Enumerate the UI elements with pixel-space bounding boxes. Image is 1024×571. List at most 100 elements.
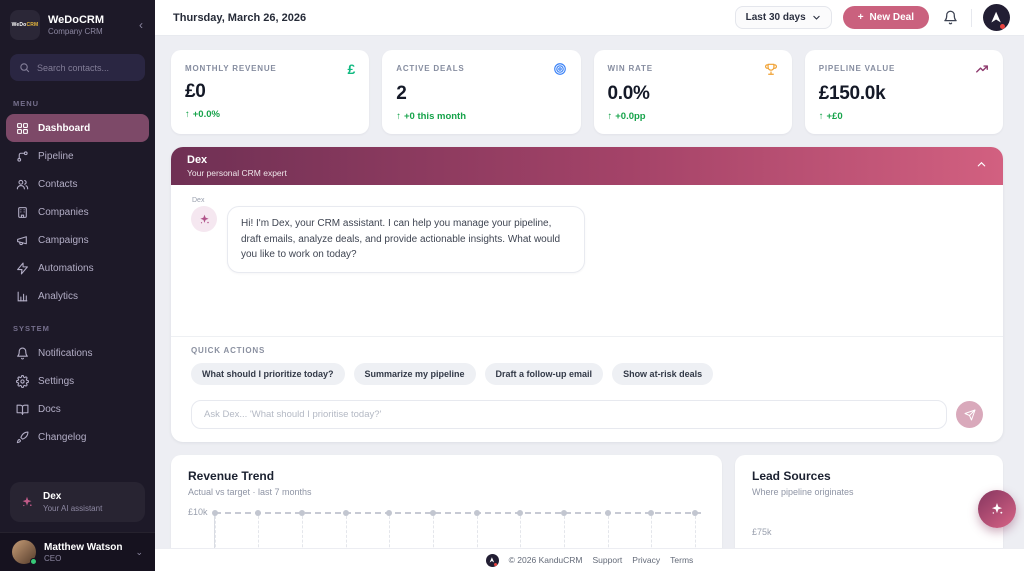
account-avatar-button[interactable] (983, 4, 1010, 31)
stat-value: 0.0% (607, 83, 650, 104)
sidebar-item-changelog[interactable]: Changelog (6, 423, 149, 451)
dex-chat-area: Dex Hi! I'm Dex, your CRM assistant. I c… (171, 185, 1003, 336)
sidebar-item-analytics[interactable]: Analytics (6, 282, 149, 310)
notifications-bell-button[interactable] (940, 8, 960, 28)
search-icon (20, 63, 30, 73)
send-button[interactable] (956, 401, 983, 428)
vertical-gridline (258, 516, 260, 552)
target-dashed-line (214, 512, 701, 514)
stats-row: MONTHLY REVENUE £ £0 ↑ +0.0% ACTIVE DEALS 2 ↑ +0… (171, 50, 1003, 134)
user-menu[interactable]: Matthew Watson CEO ⌄ (0, 532, 155, 571)
dex-floating-action-button[interactable] (978, 490, 1016, 528)
app-logo-text: WeDo (11, 22, 27, 28)
sidebar-item-automations[interactable]: Automations (6, 254, 149, 282)
vertical-gridline (520, 516, 522, 552)
stat-value: £150.0k (818, 83, 886, 104)
building-icon (16, 206, 29, 219)
lead-sources-subtitle: Where pipeline originates (752, 487, 854, 497)
footer: © 2026 KanduCRM Support Privacy Terms (155, 548, 1024, 571)
stat-delta: ↑ +0 this month (396, 111, 467, 122)
megaphone-icon (16, 234, 29, 247)
user-role: CEO (44, 553, 62, 563)
assistant-message: Hi! I'm Dex, your CRM assistant. I can h… (191, 206, 983, 273)
y-axis-tick: £10k (188, 507, 208, 517)
stat-label: ACTIVE DEALS (396, 64, 465, 73)
current-date: Thursday, March 26, 2026 (173, 11, 307, 24)
nav-item-label: Contacts (38, 178, 78, 190)
plus-icon: + (857, 12, 864, 23)
book-icon (16, 403, 29, 416)
dex-assistant-card[interactable]: Dex Your AI assistant (10, 482, 145, 522)
target-line-marker (561, 510, 568, 516)
nav-item-label: Analytics (38, 290, 79, 302)
app-logo: WeDo CRM (10, 10, 40, 40)
grid-icon (16, 122, 29, 135)
target-line-marker (298, 510, 305, 516)
nav-item-label: Dashboard (38, 122, 91, 134)
date-range-label: Last 30 days (745, 12, 806, 23)
quick-action-chip[interactable]: Show at-risk deals (612, 363, 714, 385)
target-icon (553, 62, 567, 78)
user-avatar (12, 540, 37, 565)
stat-delta: ↑ +0.0% (185, 109, 220, 120)
target-line-plot (211, 510, 705, 552)
stat-card-monthly-revenue: MONTHLY REVENUE £ £0 ↑ +0.0% (171, 50, 370, 134)
revenue-trend-card: Revenue Trend Actual vs target · last 7 … (171, 455, 722, 565)
topbar: Thursday, March 26, 2026 Last 30 days + … (155, 0, 1024, 36)
stat-label: WIN RATE (607, 64, 653, 73)
search-contacts-input[interactable] (37, 62, 136, 73)
dex-panel-header[interactable]: Dex Your personal CRM expert (171, 147, 1003, 185)
dex-card-subtitle: Your AI assistant (43, 504, 103, 513)
bottom-cards-row: Revenue Trend Actual vs target · last 7 … (171, 455, 1003, 565)
sidebar-item-campaigns[interactable]: Campaigns (6, 226, 149, 254)
dex-panel-title: Dex (187, 154, 208, 166)
app-name: WeDoCRM (48, 14, 105, 26)
vertical-gridline (695, 516, 697, 552)
arrow-logo-icon (489, 557, 495, 563)
quick-action-chip[interactable]: Draft a follow-up email (484, 363, 604, 385)
chevron-up-icon[interactable] (976, 157, 987, 175)
up-arrow-icon: ↑ (185, 109, 190, 120)
bell-icon (943, 10, 957, 25)
up-arrow-icon: ↑ (396, 111, 401, 122)
sidebar-header: WeDo CRM WeDoCRM Company CRM ‹ (0, 0, 155, 48)
target-line-marker (255, 510, 262, 516)
sidebar-collapse-icon[interactable]: ‹ (139, 18, 143, 32)
bell-icon (16, 347, 29, 360)
vertical-gridline (564, 516, 566, 552)
sidebar-item-contacts[interactable]: Contacts (6, 170, 149, 198)
new-deal-button[interactable]: + New Deal (842, 6, 929, 29)
date-range-dropdown[interactable]: Last 30 days (734, 6, 832, 29)
nav-item-label: Automations (38, 262, 94, 274)
arrow-logo-icon (991, 12, 1002, 23)
dex-card-title: Dex (43, 491, 62, 502)
nav-item-label: Docs (38, 403, 61, 415)
target-line-marker (386, 510, 393, 516)
quick-action-chip[interactable]: Summarize my pipeline (353, 363, 476, 385)
sidebar-item-dashboard[interactable]: Dashboard (6, 114, 149, 142)
dex-assistant-panel: Dex Your personal CRM expert Dex Hi! I'm… (171, 147, 1003, 442)
footer-link-terms[interactable]: Terms (670, 555, 694, 565)
menu-nav: Dashboard Pipeline Contacts Companies Campai… (0, 114, 155, 310)
menu-section-label: MENU (13, 99, 40, 108)
quick-action-chips: What should I prioritize today? Summarize… (191, 363, 983, 385)
footer-link-privacy[interactable]: Privacy (632, 555, 661, 565)
sidebar-item-notifications[interactable]: Notifications (6, 339, 149, 367)
dex-panel-subtitle: Your personal CRM expert (187, 168, 287, 178)
notification-dot (1000, 24, 1005, 29)
sidebar: WeDoCRM WeDoCRM Company CRM ‹ MENU Dashb… (0, 0, 155, 571)
search-box[interactable] (10, 54, 145, 81)
stat-card-pipeline-value: PIPELINE VALUE £150.0k ↑ +£0 (804, 50, 1003, 134)
sidebar-item-settings[interactable]: Settings (6, 367, 149, 395)
sidebar-item-companies[interactable]: Companies (6, 198, 149, 226)
chevron-down-icon (813, 15, 820, 20)
sidebar-item-pipeline[interactable]: Pipeline (6, 142, 149, 170)
vertical-gridline (607, 516, 609, 552)
nav-item-label: Changelog (38, 431, 87, 443)
sidebar-item-docs[interactable]: Docs (6, 395, 149, 423)
footer-link-support[interactable]: Support (592, 555, 623, 565)
quick-action-chip[interactable]: What should I prioritize today? (191, 363, 345, 385)
target-line-marker (473, 510, 480, 516)
nav-item-label: Pipeline (38, 150, 74, 162)
ask-dex-input[interactable] (191, 400, 947, 429)
